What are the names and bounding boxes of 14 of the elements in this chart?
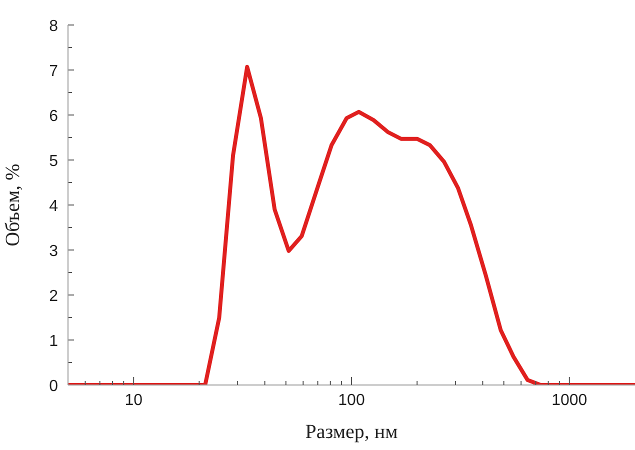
y-tick-label: 0 [49,378,58,395]
x-tick-label: 100 [338,392,365,409]
y-tick-label: 7 [49,63,58,80]
y-tick-label: 3 [49,243,58,260]
y-tick-label: 2 [49,288,58,305]
x-axis-title: Размер, нм [305,421,398,443]
y-tick-label: 4 [49,198,58,215]
y-tick-label: 5 [49,153,58,170]
y-axis-title: Объем, % [2,164,24,246]
x-tick-label: 10 [124,392,143,409]
y-tick-label: 1 [49,333,58,350]
y-tick-label: 8 [49,18,58,35]
x-tick-label: 1000 [552,392,588,409]
y-tick-label: 6 [49,108,58,125]
